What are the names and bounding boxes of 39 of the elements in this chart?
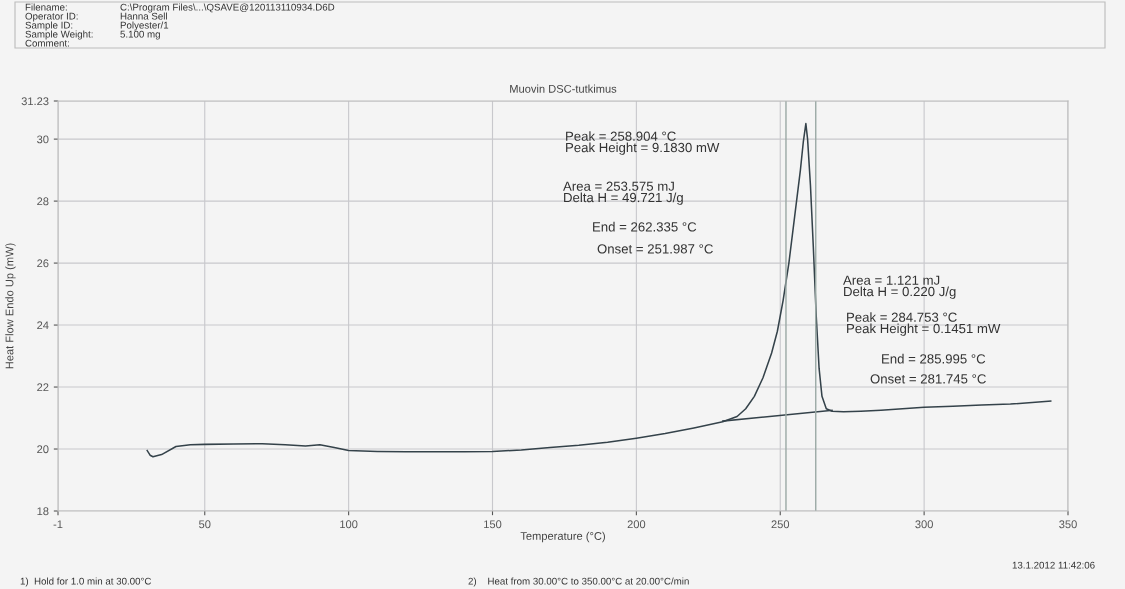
annotation: Onset = 281.745 °C bbox=[870, 374, 986, 384]
text: 2) Heat from 30.00°C to 350.00°C at 20.00°C/min bbox=[468, 577, 689, 587]
y-axis-title: Heat Flow Endo Up (mW) bbox=[5, 243, 16, 369]
x-tick-label: 200 bbox=[627, 520, 646, 529]
text: 13.1.2012 11:42:06 bbox=[1012, 561, 1095, 569]
x-tick-label: 100 bbox=[340, 520, 358, 529]
y-tick-label: 31.23 bbox=[21, 97, 49, 106]
annotation: End = 262.335 °C bbox=[593, 221, 697, 232]
text: 5.100 mg bbox=[120, 30, 160, 40]
annotation: Peak = 258.904 °C Peak Height = 9.1830 mW bbox=[566, 131, 720, 155]
text: Sample ID: bbox=[25, 21, 73, 31]
x-tick-label: -1 bbox=[53, 520, 63, 529]
chart-title: Muovin DSC-tutkimus bbox=[510, 84, 617, 93]
y-tick-label: 20 bbox=[37, 445, 49, 454]
text: Comment: bbox=[25, 39, 69, 47]
text: Filename: bbox=[25, 3, 67, 11]
annotation: Peak = 284.753 °C Peak Height = 0.1451 mW bbox=[847, 312, 1001, 336]
text: Sample Weight: bbox=[25, 30, 93, 40]
x-tick-label: 150 bbox=[484, 520, 502, 529]
annotation: Area = 253.575 mJ Delta H = 49.721 J/g bbox=[563, 181, 683, 205]
text: Operator ID: bbox=[25, 12, 78, 22]
y-tick-label: 28 bbox=[37, 197, 49, 206]
y-tick-label: 22 bbox=[37, 383, 49, 392]
y-tick-label: 26 bbox=[37, 259, 49, 268]
x-axis-title: Temperature (°C) bbox=[520, 531, 605, 543]
x-tick-label: 350 bbox=[1059, 520, 1077, 529]
text: Polyester/1 bbox=[120, 21, 169, 31]
annotation: End = 285.995 °C bbox=[882, 353, 986, 364]
annotation: Onset = 251.987 °C bbox=[597, 244, 713, 254]
y-tick-label: 24 bbox=[37, 321, 49, 330]
text: C:\Program Files\...\QSAVE@120113110934.D6D bbox=[120, 3, 335, 13]
x-tick-label: 300 bbox=[915, 520, 933, 529]
text: 1) Hold for 1.0 min at 30.00°C bbox=[20, 577, 152, 587]
x-tick-label: 250 bbox=[771, 520, 790, 529]
y-tick-label: 18 bbox=[37, 507, 49, 516]
y-tick-label: 30 bbox=[37, 135, 49, 144]
annotation: Area = 1.121 mJ Delta H = 0.220 J/g bbox=[843, 275, 956, 299]
text: Hanna Sell bbox=[120, 12, 167, 20]
x-tick-label: 50 bbox=[199, 520, 211, 529]
